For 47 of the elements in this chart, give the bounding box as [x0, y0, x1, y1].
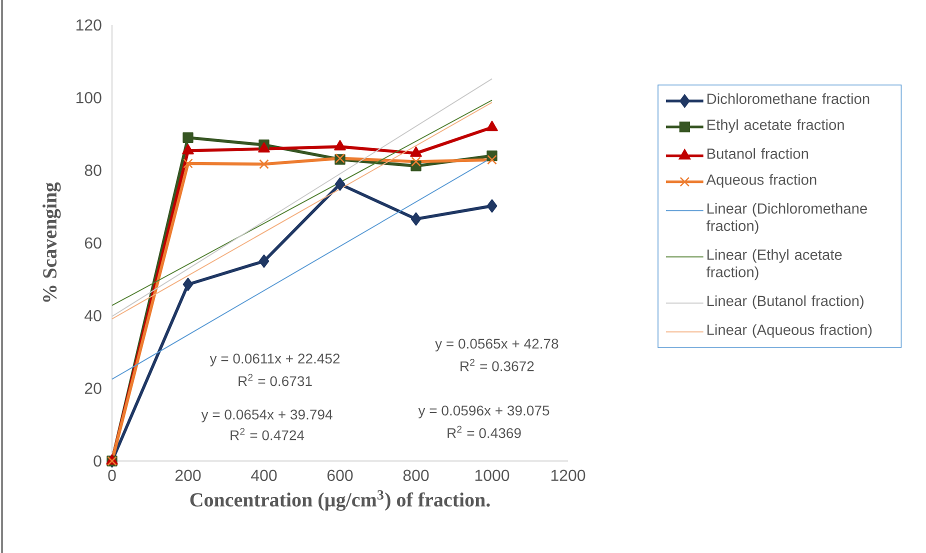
y-tick-label: 60: [84, 237, 102, 249]
x-tick-label: 800: [403, 470, 429, 482]
y-tick-label: 20: [84, 382, 102, 394]
x-axis-title: Concentration (µg/cm$^{3}$) of fraction.: [190, 490, 490, 511]
x-tick-label: 400: [251, 470, 277, 482]
x-tick-label: 1000: [475, 470, 510, 482]
legend-label: Butanol fraction: [707, 148, 808, 159]
x-tick-label: 200: [175, 470, 201, 482]
point: [259, 159, 269, 170]
point: [410, 212, 422, 226]
point: [486, 120, 498, 132]
point: [182, 278, 194, 292]
annotation: y = 0.0565x + 42.78: [435, 338, 558, 352]
point: [411, 156, 421, 167]
point: [334, 140, 346, 150]
annotation: y = 0.0596x + 39.075: [418, 406, 550, 418]
legend-label: Linear (Ethyl acetate fraction): [706, 249, 842, 280]
annotation: R$^{2}$ = 0.6731: [238, 374, 312, 386]
legend-label: Linear (Aqueous fraction): [707, 324, 872, 338]
annotation: R$^{2}$ = 0.4369: [448, 426, 521, 438]
legend-label: Ethyl acetate fraction: [707, 119, 844, 133]
x-tick-label: 600: [327, 470, 353, 482]
point: [486, 199, 498, 213]
y-tick-label: 80: [84, 164, 102, 176]
point: [183, 158, 193, 168]
annotation: y = 0.0611x + 22.452: [210, 354, 340, 366]
legend-label: Dichloromethane fraction: [707, 93, 870, 104]
legend-label: Aqueous fraction: [706, 174, 816, 188]
point: [258, 142, 270, 153]
legend-label: Linear (Butanol fraction): [707, 295, 864, 309]
y-tick-label: 0: [94, 455, 102, 467]
x-tick-label: 0: [108, 470, 116, 482]
y-tick-label: 100: [76, 92, 102, 104]
annotation: R$^{2}$ = 0.4724: [230, 428, 304, 440]
point: [258, 254, 270, 268]
annotation: y = 0.0654x + 39.794: [201, 410, 332, 422]
point: [182, 132, 194, 143]
point: [410, 146, 422, 157]
y-tick-label: 120: [76, 19, 102, 31]
annotation: R$^{2}$ = 0.3672: [460, 358, 534, 372]
point: [487, 154, 497, 165]
point: [182, 144, 194, 154]
point: [334, 177, 346, 191]
y-tick-label: 40: [84, 310, 102, 322]
y-axis-title: % Scavenging: [42, 182, 61, 302]
x-tick-label: 1200: [551, 470, 586, 482]
legend-label: Linear (Dichloromethane fraction): [706, 202, 867, 234]
